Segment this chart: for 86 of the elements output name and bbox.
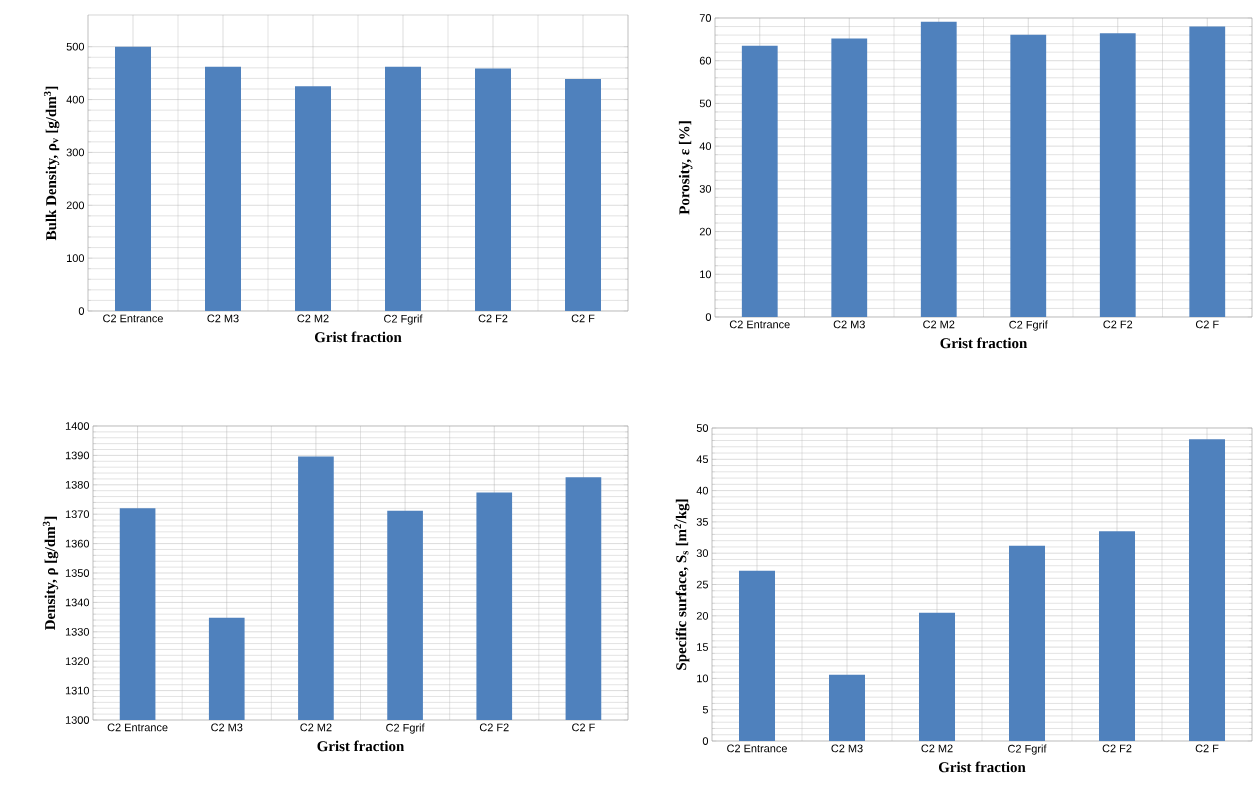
y-tick-label: 400: [66, 95, 85, 104]
y-tick-label: 0: [705, 313, 712, 321]
x-tick-label: C2 M3: [207, 314, 239, 323]
x-tick-label: C2 Fgrif: [386, 723, 425, 734]
x-tick-label: C2 M3: [833, 320, 865, 329]
y-tick-label: 0: [78, 307, 85, 315]
bar: [295, 86, 331, 311]
x-axis-title: Grist fraction: [938, 761, 1026, 773]
y-tick-label: 15: [697, 643, 709, 651]
y-axis-title: Specific surface, S$_{s}$ [m$^{2}$/kg]: [674, 499, 690, 670]
y-tick-label: 60: [699, 56, 712, 65]
y-tick-label: 20: [696, 611, 709, 620]
x-tick-label: C2 F2: [479, 723, 509, 732]
y-tick-label: 200: [66, 201, 85, 210]
x-tick-label: C2 F2: [478, 314, 508, 323]
y-tick-label: 1380: [65, 480, 90, 489]
bar: [1189, 26, 1226, 317]
bar: [919, 612, 956, 741]
bar: [920, 21, 957, 317]
y-tick-label: 1330: [65, 627, 90, 636]
x-tick-label: C2 Entrance: [727, 744, 787, 753]
y-tick-label: 1320: [65, 657, 90, 666]
y-tick-label: 1360: [65, 539, 90, 548]
x-axis-title: Grist fraction: [314, 331, 402, 343]
y-tick-label: 50: [696, 424, 709, 432]
y-tick-label: 1390: [65, 451, 90, 460]
bar: [1099, 531, 1136, 741]
y-tick-label: 50: [699, 99, 712, 108]
y-axis-title: Porosity, ε [%]: [678, 121, 693, 215]
x-tick-label: C2 F: [571, 314, 595, 323]
bar: [1189, 439, 1226, 741]
y-tick-label: 500: [66, 42, 85, 51]
bar: [1010, 34, 1047, 317]
y-tick-label: 1340: [65, 598, 90, 607]
x-tick-label: C2 M3: [831, 744, 863, 753]
x-tick-label: C2 F: [572, 723, 595, 732]
bar: [475, 68, 511, 311]
x-tick-label: C2 Entrance: [729, 320, 790, 329]
bar: [115, 46, 151, 311]
bar: [385, 66, 421, 311]
bar: [1099, 33, 1136, 317]
y-axis-title: Bulk Density, ρ$_{v}$ [g/dm$^{3}$]: [43, 86, 60, 241]
x-tick-label: C2 F: [1195, 744, 1219, 753]
y-tick-label: 30: [699, 184, 712, 193]
y-tick-label: 30: [696, 549, 709, 558]
y-tick-label: 1370: [65, 510, 90, 519]
y-tick-label: 70: [699, 14, 712, 22]
y-tick-label: 40: [696, 486, 709, 495]
x-tick-label: C2 F2: [1103, 320, 1133, 329]
y-tick-label: 1350: [65, 569, 90, 577]
bar: [831, 38, 868, 317]
x-tick-label: C2 Fgrif: [1009, 320, 1048, 331]
y-tick-label: 5: [702, 705, 709, 714]
bar: [1009, 545, 1046, 741]
y-tick-label: 300: [66, 148, 85, 157]
x-axis-title: Grist fraction: [940, 337, 1028, 349]
x-tick-label: C2 Fgrif: [384, 314, 423, 325]
x-tick-label: C2 M3: [211, 723, 243, 732]
y-tick-label: 100: [67, 254, 85, 263]
x-tick-label: C2 M2: [921, 744, 953, 753]
y-tick-label: 25: [696, 580, 709, 589]
x-tick-label: C2 M2: [297, 314, 329, 323]
y-tick-label: 1310: [65, 686, 90, 695]
y-tick-label: 10: [700, 270, 712, 279]
y-tick-label: 1300: [65, 716, 90, 724]
bar: [829, 674, 866, 741]
x-tick-label: C2 F: [1195, 320, 1219, 329]
x-tick-label: C2 Entrance: [103, 314, 163, 323]
x-tick-label: C2 F2: [1102, 744, 1132, 753]
y-axis-title: Density, ρ [g/dm$^{3}$]: [42, 516, 59, 631]
bar: [741, 45, 778, 317]
y-tick-label: 10: [697, 674, 709, 683]
bar: [739, 570, 776, 741]
y-tick-label: 1400: [65, 422, 90, 430]
y-tick-label: 45: [696, 455, 709, 464]
x-tick-label: C2 M2: [923, 320, 955, 329]
y-tick-label: 20: [699, 227, 712, 236]
bar: [205, 66, 241, 311]
x-tick-label: C2 M2: [300, 723, 332, 732]
y-tick-label: 0: [702, 737, 709, 745]
y-tick-label: 35: [696, 518, 709, 526]
x-tick-label: C2 Entrance: [107, 723, 168, 732]
x-axis-title: Grist fraction: [317, 740, 405, 752]
bar: [565, 78, 601, 311]
x-tick-label: C2 Fgrif: [1008, 744, 1047, 755]
y-tick-label: 40: [699, 142, 712, 151]
